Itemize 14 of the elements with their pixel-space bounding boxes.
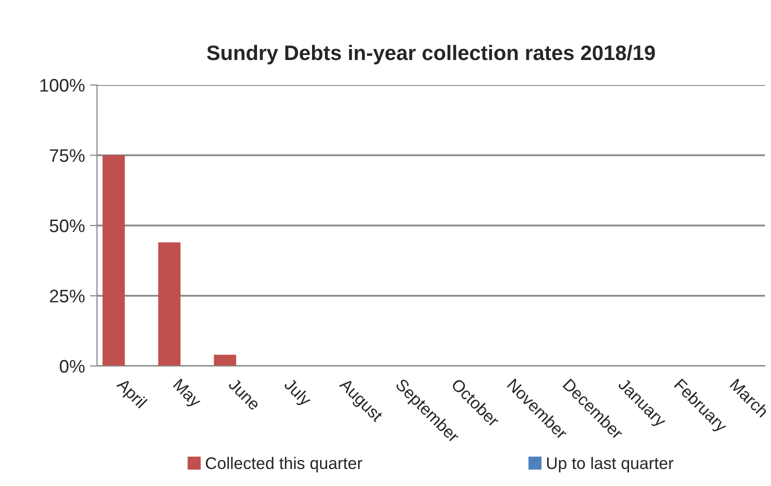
- x-tick-label: May: [170, 378, 202, 410]
- bar: [158, 242, 180, 366]
- legend-label: Collected this quarter: [206, 456, 362, 472]
- x-tick-label: July: [281, 377, 313, 410]
- y-tick-label: 75%: [50, 149, 85, 162]
- y-tick-label: 25%: [50, 290, 85, 302]
- bar: [102, 155, 125, 366]
- x-tick-label: April: [114, 377, 148, 411]
- legend-label: Up to last quarter: [547, 456, 674, 472]
- chart-title: Sundry Debts in-year collection rates 2018/19: [206, 44, 655, 64]
- y-tick-label: 50%: [50, 219, 85, 232]
- y-tick-label: 100%: [40, 78, 85, 92]
- y-tick-label: 0%: [60, 360, 85, 373]
- bar: [214, 354, 236, 366]
